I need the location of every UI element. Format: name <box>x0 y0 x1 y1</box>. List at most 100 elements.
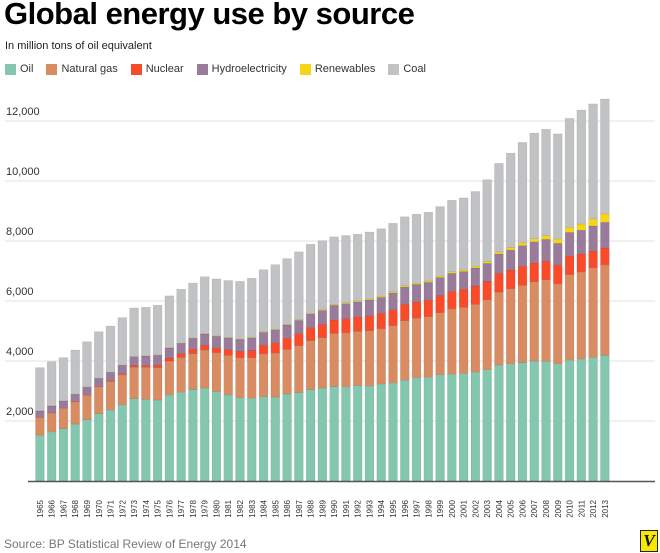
bar-stack-1965 <box>35 367 45 482</box>
x-tick-label: 1974 <box>142 499 151 517</box>
bar-stack-2008 <box>541 128 551 482</box>
bar-stack-1981 <box>223 280 233 482</box>
bar-segment-nuclear <box>164 357 175 362</box>
bar-segment-oil <box>58 428 69 482</box>
bar-segment-oil <box>317 387 328 482</box>
bar-segment-coal <box>70 349 80 395</box>
bar-segment-natural-gas <box>35 417 45 436</box>
bar-segment-oil <box>600 355 610 482</box>
bar-segment-coal <box>352 233 363 302</box>
bar-segment-hydroelectricity <box>199 333 210 346</box>
x-tick-label: 1981 <box>224 499 233 517</box>
bar-segment-oil <box>564 359 575 482</box>
x-tick-label: 1980 <box>212 499 221 517</box>
legend-label: Renewables <box>314 63 376 75</box>
bar-segment-coal <box>94 331 104 379</box>
bar-segment-hydroelectricity <box>294 320 304 335</box>
bar-segment-natural-gas <box>482 299 492 370</box>
bar-segment-coal <box>58 357 69 402</box>
bar-segment-oil <box>235 397 245 482</box>
bar-segment-oil <box>364 385 375 482</box>
bar-segment-coal <box>105 325 116 373</box>
bar-segment-coal <box>517 142 528 244</box>
vox-logo: V <box>640 530 658 552</box>
bar-segment-hydroelectricity <box>517 245 528 267</box>
bar-segment-coal <box>188 282 198 339</box>
bar-segment-nuclear <box>247 350 257 358</box>
bar-stack-1997 <box>411 213 422 482</box>
bar-segment-coal <box>423 212 434 282</box>
bar-segment-nuclear <box>258 344 269 355</box>
bar-segment-nuclear <box>341 318 351 334</box>
x-tick-label: 1988 <box>307 499 316 517</box>
bar-stack-2005 <box>505 152 516 482</box>
x-tick-label: 1979 <box>201 499 210 517</box>
bar-segment-coal <box>317 240 328 311</box>
bar-segment-nuclear <box>188 348 198 354</box>
bar-segment-natural-gas <box>305 340 316 390</box>
bar-segment-hydroelectricity <box>576 229 587 255</box>
x-tick-label: 1982 <box>236 499 245 517</box>
bar-segment-hydroelectricity <box>553 242 563 266</box>
bar-stack-2009 <box>553 133 563 482</box>
bar-stack-1968 <box>70 349 80 482</box>
bar-segment-natural-gas <box>517 285 528 363</box>
bar-segment-hydroelectricity <box>129 356 139 366</box>
bar-segment-hydroelectricity <box>258 332 269 346</box>
bar-segment-natural-gas <box>188 353 198 390</box>
bar-segment-coal <box>164 295 175 349</box>
bar-stack-2011 <box>576 109 587 482</box>
x-tick-label: 2006 <box>518 499 527 517</box>
bar-segment-oil <box>211 391 222 482</box>
bar-segment-nuclear <box>329 319 339 334</box>
x-tick-label: 2013 <box>601 499 610 517</box>
bar-segment-coal <box>553 133 563 240</box>
bar-segment-coal <box>494 163 504 253</box>
bar-segment-oil <box>411 377 422 482</box>
bar-segment-nuclear <box>352 316 363 332</box>
bar-segment-natural-gas <box>317 337 328 389</box>
bar-segment-natural-gas <box>352 330 363 386</box>
bar-segment-coal <box>400 216 410 287</box>
bar-stack-1975 <box>152 304 163 482</box>
bar-segment-hydroelectricity <box>223 337 233 350</box>
bar-segment-hydroelectricity <box>541 239 551 262</box>
bar-stack-2003 <box>482 179 492 482</box>
bar-segment-oil <box>105 409 116 482</box>
x-tick-label: 1978 <box>189 499 198 517</box>
bar-segment-renewables <box>494 251 504 255</box>
bar-segment-coal <box>270 264 280 330</box>
bar-segment-renewables <box>588 218 598 227</box>
bar-segment-coal <box>505 152 516 248</box>
bar-segment-oil <box>470 371 481 482</box>
bar-stack-1966 <box>46 361 57 482</box>
bar-segment-oil <box>70 423 80 482</box>
bar-segment-nuclear <box>423 299 434 317</box>
source-note: Source: BP Statistical Review of Energy … <box>4 537 247 551</box>
x-tick-label: 1976 <box>165 499 174 517</box>
bar-segment-nuclear <box>458 288 469 308</box>
bar-stack-1967 <box>58 357 69 482</box>
bar-segment-nuclear <box>270 342 280 354</box>
bar-segment-natural-gas <box>588 267 598 358</box>
bar-segment-oil <box>494 364 504 482</box>
bar-segment-oil <box>117 404 127 482</box>
chart-title: Global energy use by source <box>4 0 415 31</box>
bar-segment-oil <box>435 374 445 482</box>
legend-swatch <box>130 63 142 75</box>
bar-segment-oil <box>270 396 280 482</box>
bar-stack-1985 <box>270 264 280 482</box>
x-tick-label: 2003 <box>483 499 492 517</box>
bar-segment-oil <box>400 379 410 482</box>
bar-segment-natural-gas <box>447 308 457 375</box>
bar-segment-natural-gas <box>82 394 92 420</box>
bar-segment-oil <box>82 419 92 482</box>
bar-stack-1980 <box>211 278 222 482</box>
bar-segment-coal <box>470 191 481 267</box>
bar-segment-oil <box>258 396 269 482</box>
bar-segment-natural-gas <box>270 352 280 398</box>
bar-segment-hydroelectricity <box>494 253 504 274</box>
x-tick-label: 1970 <box>95 499 104 517</box>
bar-segment-oil <box>376 383 386 482</box>
bar-segment-nuclear <box>588 250 598 268</box>
